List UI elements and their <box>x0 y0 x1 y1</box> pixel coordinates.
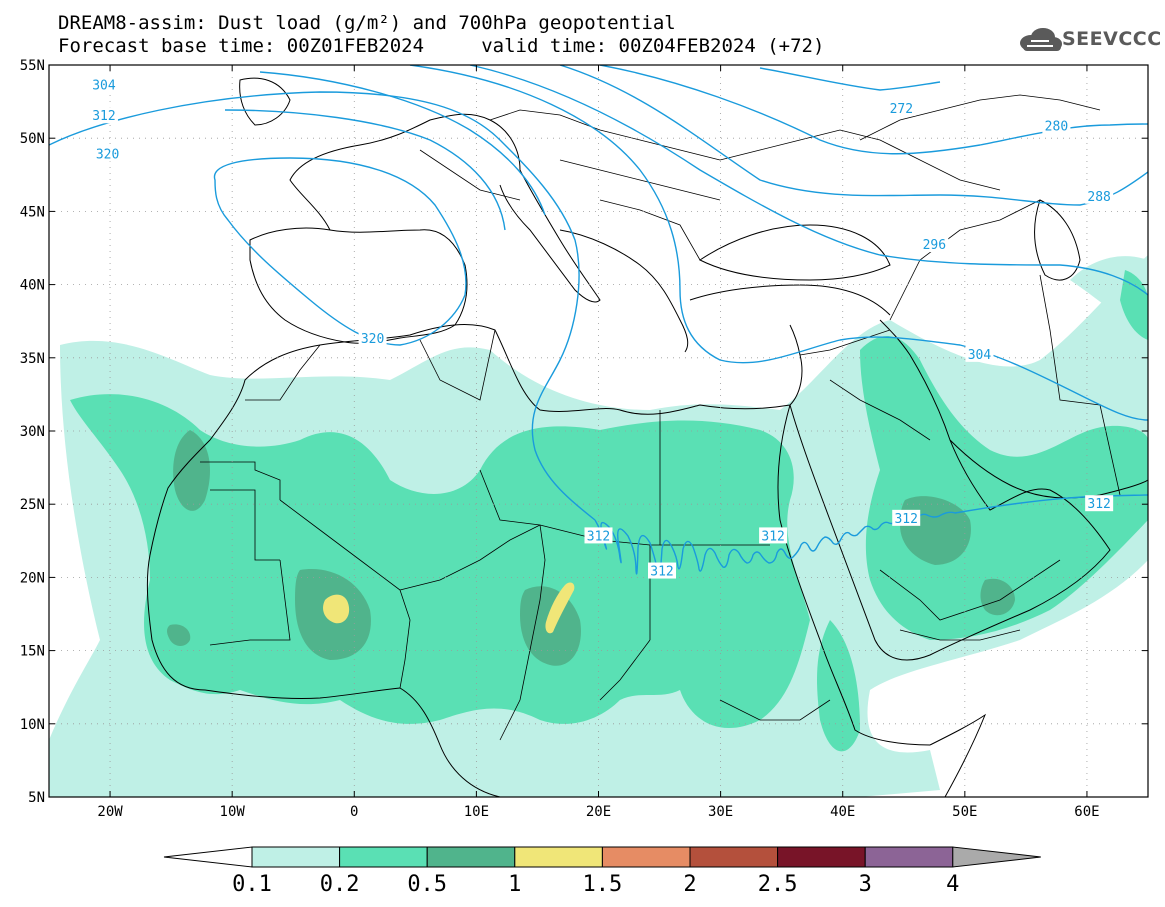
contour-label-bg <box>892 509 921 526</box>
contour-label: 312 <box>587 529 610 544</box>
contour-label-bg <box>1042 117 1071 134</box>
colorbar-tick-label: 0.2 <box>320 872 360 897</box>
contour-label-bg <box>1085 187 1114 204</box>
lon-tick-label: 10W <box>220 804 246 820</box>
contour-label: 320 <box>361 332 384 347</box>
contour-label: 320 <box>96 147 119 162</box>
colorbar-box <box>339 846 428 868</box>
lat-tick-label: 5N <box>28 790 45 806</box>
cloud-icon <box>1020 28 1062 51</box>
contour-label-bg <box>647 562 676 579</box>
contour-label-bg <box>89 107 118 124</box>
colorbar-box <box>514 846 603 868</box>
contour-label-bg <box>358 329 387 346</box>
dust-band-1-1.5 <box>323 582 575 634</box>
contour-280 <box>599 65 1148 155</box>
contour-label: 312 <box>761 529 784 544</box>
lat-tick-label: 20N <box>20 570 45 586</box>
lon-tick-label: 0 <box>350 804 358 820</box>
contour-312-north <box>224 109 506 231</box>
colorbar-tick-label: 1.5 <box>583 872 623 897</box>
colorbar-labels: 0.1 0.2 0.5 1 1.5 2 2.5 3 4 <box>232 872 959 897</box>
logo-text: SEEVCCC <box>1062 28 1162 50</box>
colorbar-box <box>601 846 691 868</box>
colorbar-box <box>777 846 866 868</box>
lat-tick-label: 30N <box>20 424 45 440</box>
contour-272 <box>759 67 941 91</box>
contour-label-bg <box>965 345 994 362</box>
contour-320 <box>213 157 467 346</box>
colorbar-max-triangle <box>952 846 1041 868</box>
lon-tick-label: 50E <box>952 804 977 820</box>
colorbar-boxes <box>163 846 1041 868</box>
contour-label: 304 <box>92 78 116 93</box>
colorbar-box <box>689 846 779 868</box>
colorbar-tick-label: 2.5 <box>758 872 798 897</box>
contour-304-east <box>409 65 1148 421</box>
geopotential-contours <box>49 65 1148 576</box>
contour-312-west <box>49 91 596 521</box>
contour-312-wave <box>594 494 1148 576</box>
lat-tick-label: 55N <box>20 58 45 74</box>
lat-tick-label: 25N <box>20 497 45 513</box>
lon-tick-label: 20W <box>97 804 123 820</box>
colorbar-tick-label: 3 <box>859 872 872 897</box>
contour-label: 312 <box>650 565 673 580</box>
forecast-time-subtitle: Forecast base time: 00Z01FEB2024 valid t… <box>58 35 825 57</box>
contour-label-bg <box>1085 495 1114 512</box>
colorbar-tick-label: 0.1 <box>232 872 272 897</box>
contour-288 <box>559 65 1148 206</box>
contour-label: 312 <box>92 109 115 124</box>
contour-label: 272 <box>890 102 913 117</box>
contour-label-bg <box>887 99 916 116</box>
colorbar-tick-label: 0.5 <box>407 872 447 897</box>
lon-tick-label: 30E <box>708 804 733 820</box>
contour-296 <box>469 65 1148 296</box>
contour-label: 296 <box>923 238 946 253</box>
country-borders <box>200 94 1121 741</box>
lat-tick-label: 50N <box>20 131 45 147</box>
lon-tick-label: 10E <box>464 804 489 820</box>
colorbar-box <box>251 846 341 868</box>
map-grid <box>49 65 1148 797</box>
colorbar-tick-label: 4 <box>946 872 959 897</box>
coastlines <box>146 77 1148 797</box>
lat-tick-label: 35N <box>20 351 45 367</box>
lon-tick-label: 20E <box>586 804 611 820</box>
lon-tick-label: 40E <box>830 804 855 820</box>
contour-label: 288 <box>1087 190 1110 205</box>
colorbar-tick-label: 2 <box>683 872 696 897</box>
dust-load-map: 304 312 320 320 312 312 312 312 312 304 296 288 280 2… <box>20 58 1149 820</box>
lat-tick-label: 15N <box>20 644 45 660</box>
lat-tick-label: 45N <box>20 204 45 220</box>
lat-tick-label: 10N <box>20 717 45 733</box>
contour-label-bg <box>584 527 613 544</box>
map-title: DREAM8-assim: Dust load (g/m²) and 700hP… <box>58 12 676 34</box>
contour-label: 312 <box>894 512 917 527</box>
colorbar-box <box>864 846 954 868</box>
map-area: 304 312 320 320 312 312 312 312 312 304 296 288 280 2… <box>49 65 1148 797</box>
contour-label-bg <box>759 527 788 544</box>
contour-label-bg <box>920 236 949 253</box>
contour-label-bg <box>93 145 122 162</box>
contour-304-west <box>259 71 546 216</box>
colorbar-tick-label: 1 <box>508 872 521 897</box>
colorbar-box <box>426 846 516 868</box>
contour-label-bg <box>89 76 118 93</box>
lon-tick-label: 60E <box>1074 804 1099 820</box>
contour-label: 304 <box>968 348 992 363</box>
contour-label: 312 <box>1087 497 1110 512</box>
lat-tick-label: 40N <box>20 278 45 294</box>
colorbar-min-triangle <box>163 846 253 868</box>
contour-label: 280 <box>1045 119 1068 134</box>
axis-ticks: 55N 50N 45N 40N 35N 30N 25N 20N 15N 10N 5N 20W 10W 0 1… <box>20 58 1148 820</box>
contour-labels: 304 312 320 320 312 312 312 312 312 304 296 288 280 2… <box>89 76 1114 580</box>
